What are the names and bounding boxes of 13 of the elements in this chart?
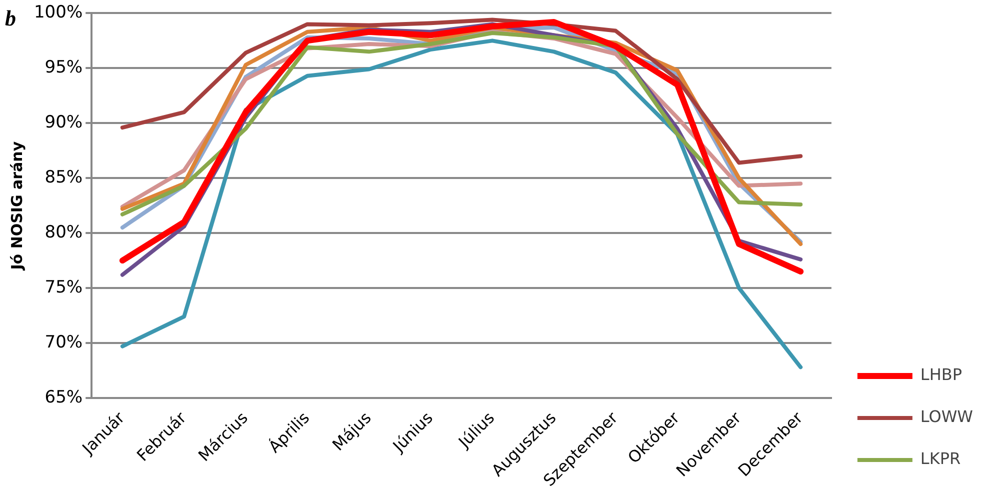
y-tick-label: 65% xyxy=(44,387,83,408)
y-tick-label: 75% xyxy=(44,277,83,298)
y-tick-label: 85% xyxy=(44,168,83,188)
y-tick-label: 70% xyxy=(44,332,83,352)
y-tick-label: 100% xyxy=(34,2,83,23)
y-tick-label: 80% xyxy=(44,222,83,242)
legend-label: LKPR xyxy=(920,449,961,468)
y-tick-label: 90% xyxy=(44,112,83,133)
chart-title: b xyxy=(5,6,16,31)
legend-label: LOWW xyxy=(920,407,974,426)
y-axis-title: Jó NOSIG arány xyxy=(8,141,26,271)
legend-label: LHBP xyxy=(920,365,962,384)
y-tick-label: 95% xyxy=(44,58,83,78)
